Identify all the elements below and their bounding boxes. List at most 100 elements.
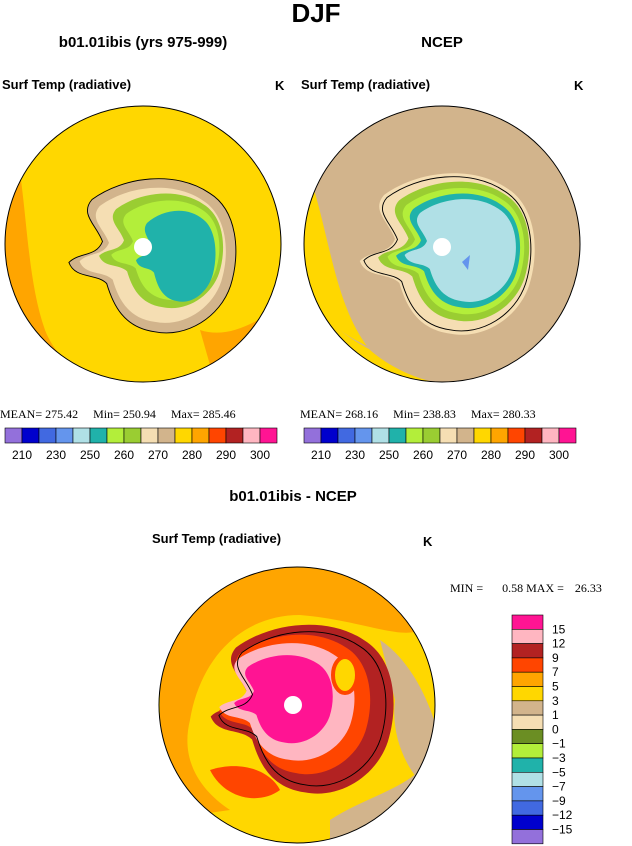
color-swatch <box>422 427 441 444</box>
colorbar-label: 280 <box>481 448 501 462</box>
color-swatch <box>320 427 339 444</box>
stats: MEAN= 275.42 Min= 250.94 Max= 285.46 <box>0 407 236 421</box>
color-swatch <box>456 427 475 444</box>
colorbar-label: −7 <box>552 780 566 794</box>
map-border <box>4 105 282 383</box>
map-border <box>303 105 581 383</box>
color-swatch <box>511 657 544 673</box>
colorbar-label: −12 <box>552 808 573 822</box>
map <box>304 106 580 382</box>
colorbar-label: 5 <box>552 680 559 694</box>
color-swatch <box>511 800 544 816</box>
color-swatch <box>524 427 543 444</box>
color-swatch <box>225 427 244 444</box>
color-swatch <box>511 643 544 659</box>
color-swatch <box>174 427 193 444</box>
color-swatch <box>511 814 544 830</box>
color-swatch <box>259 427 278 444</box>
color-swatch <box>303 427 322 444</box>
colorbar-label: 300 <box>549 448 569 462</box>
colorbar: 210 230 250 260 270 280 290 300 <box>4 427 278 462</box>
colorbar-label: 15 <box>552 622 566 636</box>
colorbar-label: 270 <box>148 448 168 462</box>
units-label: K <box>574 78 584 93</box>
stats: MIN = 0.58 MAX = 26.33 <box>450 581 602 595</box>
color-swatch <box>55 427 74 444</box>
color-swatch <box>405 427 424 444</box>
color-swatch <box>511 614 544 630</box>
color-swatch <box>354 427 373 444</box>
units-label: K <box>275 78 285 93</box>
color-swatch <box>511 757 544 773</box>
color-swatch <box>388 427 407 444</box>
color-swatch <box>511 729 544 745</box>
colorbar: 210 230 250 260 270 280 290 300 <box>303 427 577 462</box>
colorbar-label: 3 <box>552 694 559 708</box>
variable-label: Surf Temp (radiative) <box>2 77 131 92</box>
map <box>5 106 281 382</box>
colorbar-label: 250 <box>80 448 100 462</box>
colorbar-label: −1 <box>552 737 566 751</box>
color-swatch <box>511 671 544 687</box>
color-swatch <box>191 427 210 444</box>
color-swatch <box>72 427 91 444</box>
colorbar-label: 280 <box>182 448 202 462</box>
colorbar-label: 7 <box>552 665 559 679</box>
colorbar-label: 0 <box>552 722 559 736</box>
color-swatch <box>242 427 261 444</box>
color-swatch <box>38 427 57 444</box>
color-swatch <box>511 714 544 730</box>
colorbar-label: 12 <box>552 637 566 651</box>
color-swatch <box>21 427 40 444</box>
colorbar-label: 210 <box>311 448 331 462</box>
color-swatch <box>106 427 125 444</box>
color-swatch <box>511 829 544 845</box>
color-swatch <box>89 427 108 444</box>
colorbar-label: 210 <box>12 448 32 462</box>
panel-title: NCEP <box>421 34 463 51</box>
map <box>159 567 435 843</box>
color-swatch <box>123 427 142 444</box>
colorbar-label: −15 <box>552 823 573 837</box>
color-swatch <box>511 628 544 644</box>
figure-title: DJF <box>291 0 340 28</box>
colorbar-label: −5 <box>552 765 566 779</box>
colorbar-label: −3 <box>552 751 566 765</box>
map-border <box>158 566 436 844</box>
color-swatch <box>511 743 544 759</box>
color-swatch <box>337 427 356 444</box>
color-swatch <box>541 427 560 444</box>
stats: MEAN= 268.16 Min= 238.83 Max= 280.33 <box>300 407 536 421</box>
color-swatch <box>208 427 227 444</box>
colorbar-label: 230 <box>46 448 66 462</box>
colorbar-label: 9 <box>552 651 559 665</box>
color-swatch <box>439 427 458 444</box>
units-label: K <box>423 534 433 549</box>
color-swatch <box>511 686 544 702</box>
colorbar-label: −9 <box>552 794 566 808</box>
color-swatch <box>558 427 577 444</box>
variable-label: Surf Temp (radiative) <box>152 531 281 546</box>
color-swatch <box>490 427 509 444</box>
colorbar-label: 230 <box>345 448 365 462</box>
colorbar-label: 270 <box>447 448 467 462</box>
color-swatch <box>371 427 390 444</box>
colorbar-label: 290 <box>216 448 236 462</box>
variable-label: Surf Temp (radiative) <box>301 77 430 92</box>
colorbar-label: 250 <box>379 448 399 462</box>
color-swatch <box>511 786 544 802</box>
panel-title: b01.01ibis - NCEP <box>229 488 357 505</box>
colorbar-label: 290 <box>515 448 535 462</box>
color-swatch <box>4 427 23 444</box>
colorbar-label: 1 <box>552 708 559 722</box>
colorbar-label: 300 <box>250 448 270 462</box>
color-swatch <box>511 700 544 716</box>
color-swatch <box>157 427 176 444</box>
color-swatch <box>507 427 526 444</box>
panel-title: b01.01ibis (yrs 975-999) <box>59 34 227 51</box>
colorbar-label: 260 <box>114 448 134 462</box>
color-swatch <box>511 771 544 787</box>
color-swatch <box>140 427 159 444</box>
